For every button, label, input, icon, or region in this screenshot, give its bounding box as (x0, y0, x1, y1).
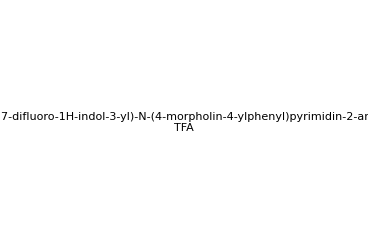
Text: 4-(5,7-difluoro-1H-indol-3-yl)-N-(4-morpholin-4-ylphenyl)pyrimidin-2-amine TFA: 4-(5,7-difluoro-1H-indol-3-yl)-N-(4-morp… (0, 112, 368, 133)
